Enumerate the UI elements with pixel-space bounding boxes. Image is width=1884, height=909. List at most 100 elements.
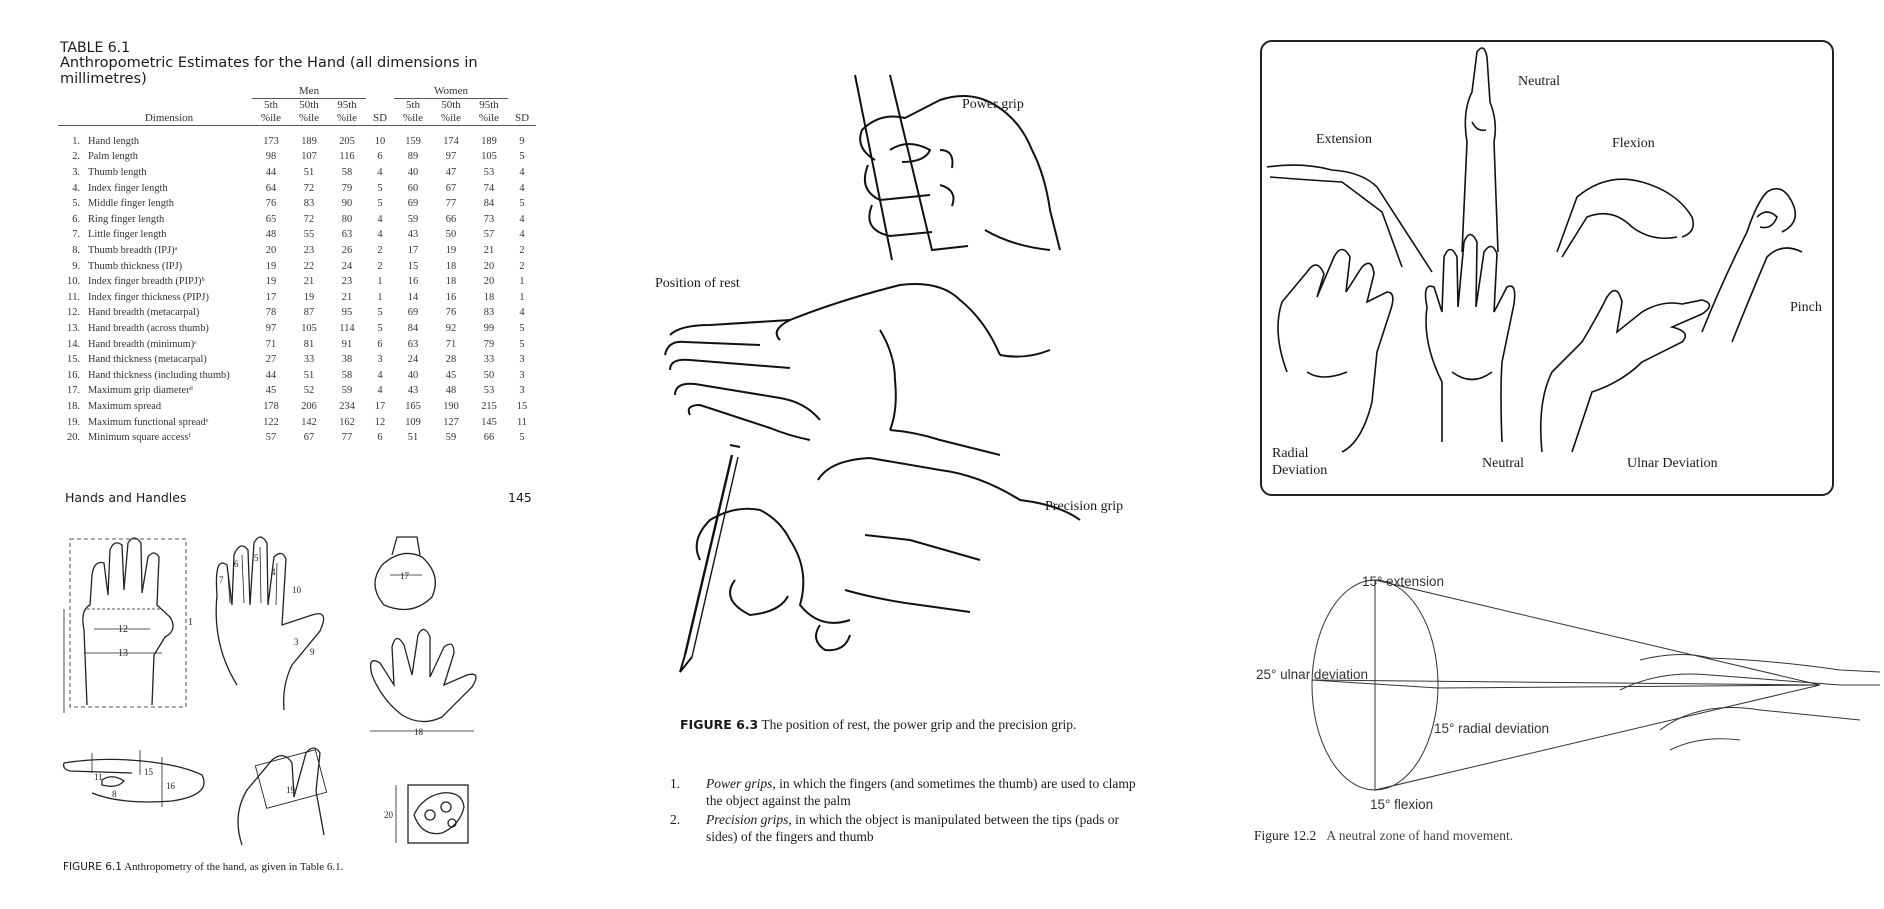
table-cell: 77	[445, 198, 457, 210]
table-cell: 65	[265, 213, 277, 225]
table-row: 4. Index finger length 64 72 79 5 60 67 74 4	[58, 180, 536, 196]
figure-6-1-label: FIGURE 6.1	[63, 861, 122, 873]
neutral-zone-figure	[1311, 579, 1881, 791]
table-row: 8. Thumb breadth (IPJ)ᵃ 20 23 26 2 17 19 21 2	[58, 243, 536, 259]
table-row: 12. Hand breadth (metacarpal) 78 87 95 5 69 76 8…	[58, 305, 536, 321]
row-index: 8.	[72, 245, 80, 257]
label-ulnar-deviation: Ulnar Deviation	[1627, 456, 1718, 471]
column-header-top: 5th	[263, 98, 279, 111]
row-index: 14.	[67, 338, 80, 350]
row-index: 7.	[72, 229, 80, 241]
table-cell: 21	[341, 291, 353, 303]
table-cell: 190	[443, 400, 459, 412]
table-cell: 91	[341, 338, 353, 350]
table-cell: 5	[377, 182, 383, 194]
position-of-rest-drawing	[664, 283, 1051, 456]
figure-12-2-caption: Figure 12.2 A neutral zone of hand movem…	[1254, 828, 1513, 844]
table-row: 20. Minimum square accessᶠ 57 67 77 6 51 59 66 5	[58, 430, 536, 446]
page-number: 145	[508, 490, 532, 505]
table-cell: 52	[303, 385, 315, 397]
label-flexion: Flexion	[1612, 136, 1655, 151]
dim-label-10: 10	[292, 585, 302, 595]
group-women-header: Women	[394, 82, 508, 99]
column-header: 50th %ile	[432, 98, 470, 125]
table-cell: 162	[339, 416, 355, 428]
group-men-header: Men	[252, 82, 366, 99]
table-row: 13. Hand breadth (across thumb) 97 105 114 5 8…	[58, 321, 536, 337]
table-cell: 4	[519, 213, 525, 225]
table-cell: 63	[341, 229, 353, 241]
table-cell: 2	[519, 245, 525, 257]
hand-anthropometry-figure: 12 13 2 1 7 6 5 4 10 3 9 17	[62, 536, 477, 846]
column-header-bottom: %ile	[298, 111, 320, 124]
table-cell: 20	[483, 276, 495, 288]
row-index: 18.	[67, 400, 80, 412]
table-cell: 23	[341, 276, 353, 288]
dim-label-12: 12	[118, 624, 128, 635]
table-cell: 99	[483, 323, 495, 335]
column-header-top: 95th	[337, 98, 357, 111]
list-item-term: Power grips	[706, 776, 773, 791]
table-cell: 127	[443, 416, 459, 428]
table-cell: 173	[263, 135, 279, 147]
column-header-bottom: %ile	[478, 111, 500, 124]
table-cell: 44	[265, 369, 277, 381]
dim-label-8: 8	[112, 789, 117, 799]
row-index: 3.	[72, 167, 80, 179]
row-dimension: Hand length	[88, 135, 140, 147]
column-header: 5th %ile	[394, 98, 432, 125]
table-cell: 116	[339, 151, 355, 163]
table-cell: 69	[407, 198, 419, 210]
table-cell: 87	[303, 307, 315, 319]
table-row: 7. Little finger length 48 55 63 4 43 50 57 4	[58, 227, 536, 243]
table-cell: 79	[483, 338, 495, 350]
row-index: 2.	[72, 151, 80, 163]
table-cell: 19	[265, 260, 277, 272]
row-index: 6.	[72, 213, 80, 225]
table-cell: 77	[341, 432, 353, 444]
table-cell: 17	[265, 291, 277, 303]
table-cell: 1	[519, 276, 525, 288]
table-cell: 83	[483, 307, 495, 319]
column-header-bottom: %ile	[402, 111, 424, 124]
column-header-bottom: %ile	[440, 111, 462, 124]
row-dimension: Index finger thickness (PIPJ)	[88, 291, 209, 303]
neutral-hand-drawing	[1424, 233, 1516, 443]
table-cell: 145	[481, 416, 497, 428]
row-dimension: Minimum square accessᶠ	[88, 432, 191, 444]
label-15-extension: 15° extension	[1362, 574, 1444, 589]
label-neutral-bottom: Neutral	[1482, 456, 1524, 471]
row-index: 13.	[67, 323, 80, 335]
row-dimension: Ring finger length	[88, 213, 165, 225]
label-25-ulnar-deviation: 25° ulnar deviation	[1256, 667, 1368, 682]
table-row: 18. Maximum spread 178 206 234 17 165 190 215 15	[58, 399, 536, 415]
radial-deviation-drawing	[1277, 248, 1394, 453]
row-dimension: Hand breadth (across thumb)	[88, 323, 209, 335]
table-cell: 6	[377, 338, 383, 350]
table-cell: 67	[303, 432, 315, 444]
table-cell: 89	[407, 151, 419, 163]
list-item-text: , in which the object is manipulated bet…	[706, 812, 1120, 844]
table-cell: 73	[483, 213, 495, 225]
table-cell: 90	[341, 198, 353, 210]
table-cell: 53	[483, 385, 495, 397]
dim-label-20: 20	[384, 810, 394, 820]
row-dimension: Little finger length	[88, 229, 167, 241]
table-cell: 2	[377, 260, 383, 272]
table-row: 10. Index finger breadth (PIPJ)ᵇ 19 21 23 1 16…	[58, 274, 536, 290]
column-header-dimension: Dimension	[144, 111, 194, 124]
table-cell: 189	[481, 135, 497, 147]
table-cell: 1	[519, 291, 525, 303]
table-cell: 1	[377, 276, 383, 288]
table-cell: 59	[445, 432, 457, 444]
table-cell: 97	[265, 323, 277, 335]
table-row: 1. Hand length 173 189 205 10 159 174 189 9	[58, 134, 536, 150]
table-cell: 26	[341, 245, 353, 257]
table-cell: 43	[407, 229, 419, 241]
row-index: 16.	[67, 369, 80, 381]
table-cell: 63	[407, 338, 419, 350]
list-item-number: 2.	[670, 812, 681, 827]
row-index: 12.	[67, 307, 80, 319]
row-dimension: Hand thickness (metacarpal)	[88, 354, 207, 366]
dim-label-5: 5	[254, 553, 259, 563]
